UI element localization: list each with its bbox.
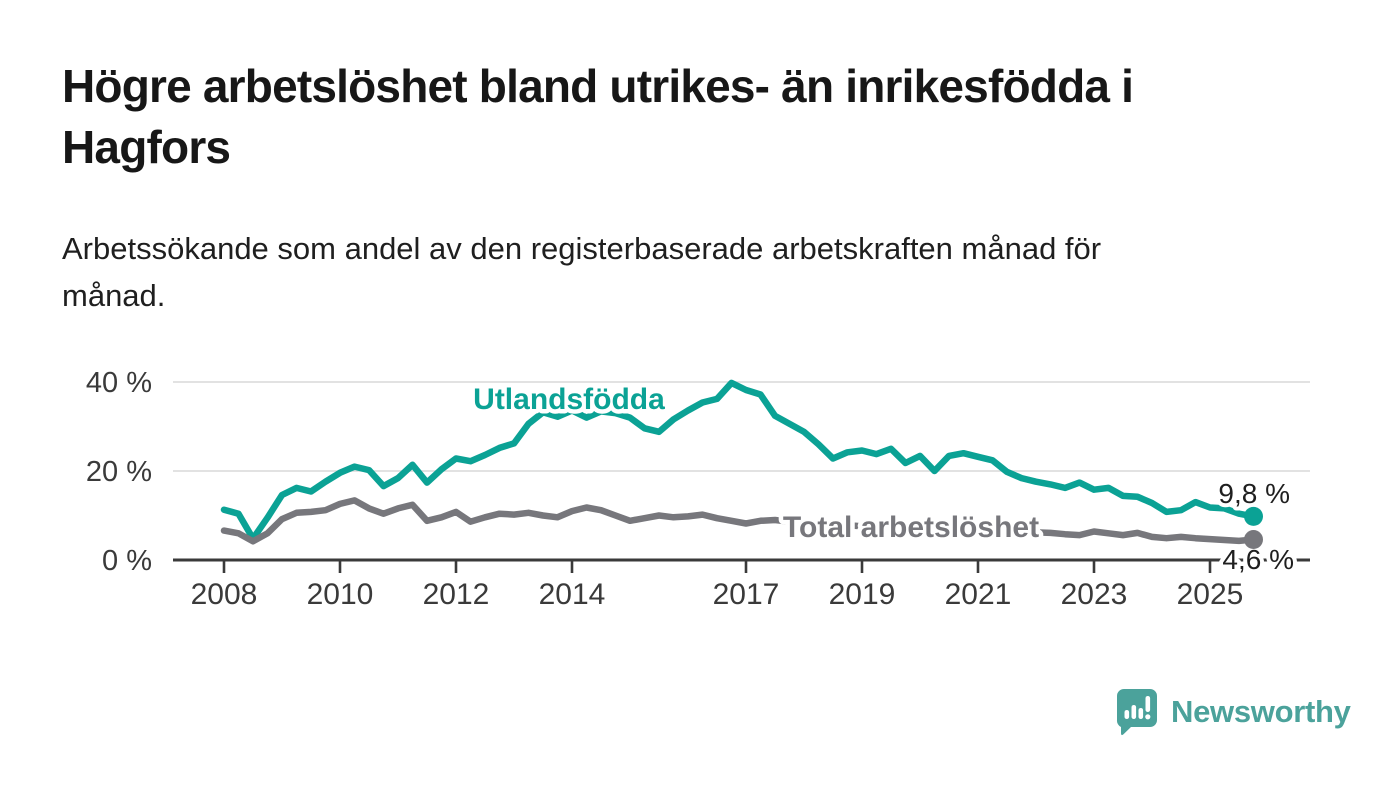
x-axis-tick-label: 2025 <box>1177 578 1244 611</box>
x-axis-tick-label: 2010 <box>307 578 374 611</box>
y-axis-tick-label: 0 % <box>102 545 152 577</box>
series-line-total <box>220 497 1257 545</box>
x-axis-tick-label: 2014 <box>539 578 606 611</box>
chart-subtitle: Arbetssökande som andel av den registerb… <box>62 231 1102 313</box>
x-axis-tick-label: 2023 <box>1061 578 1128 611</box>
end-value-label-utlandsfodda: 9,8 % <box>1218 478 1290 509</box>
y-axis-tick-label: 40 % <box>86 367 152 399</box>
brand-name: Newsworthy <box>1171 694 1351 729</box>
x-axis-tick-label: 2008 <box>191 578 258 611</box>
y-axis-tick-label: 20 % <box>86 456 152 488</box>
x-axis-tick-label: 2012 <box>423 578 490 611</box>
x-axis-tick-label: 2019 <box>829 578 896 611</box>
x-axis-tick-label: 2017 <box>713 578 780 611</box>
series-line-utlandsfodda <box>220 379 1257 542</box>
brand-footer: Newsworthy <box>1116 688 1351 736</box>
series-end-dot-utlandsfodda <box>1244 506 1263 526</box>
series-label-total: Total arbetslöshet <box>783 511 1039 544</box>
x-axis-tick-label: 2021 <box>945 578 1012 611</box>
series-label-utlandsfodda: Utlandsfödda <box>473 383 665 416</box>
end-value-label-total: 4,6 % <box>1222 544 1294 575</box>
page-title: Högre arbetslöshet bland utrikes- än inr… <box>62 60 1134 173</box>
newsworthy-logo-icon <box>1116 688 1158 736</box>
series-end-dot-total <box>1244 530 1263 550</box>
